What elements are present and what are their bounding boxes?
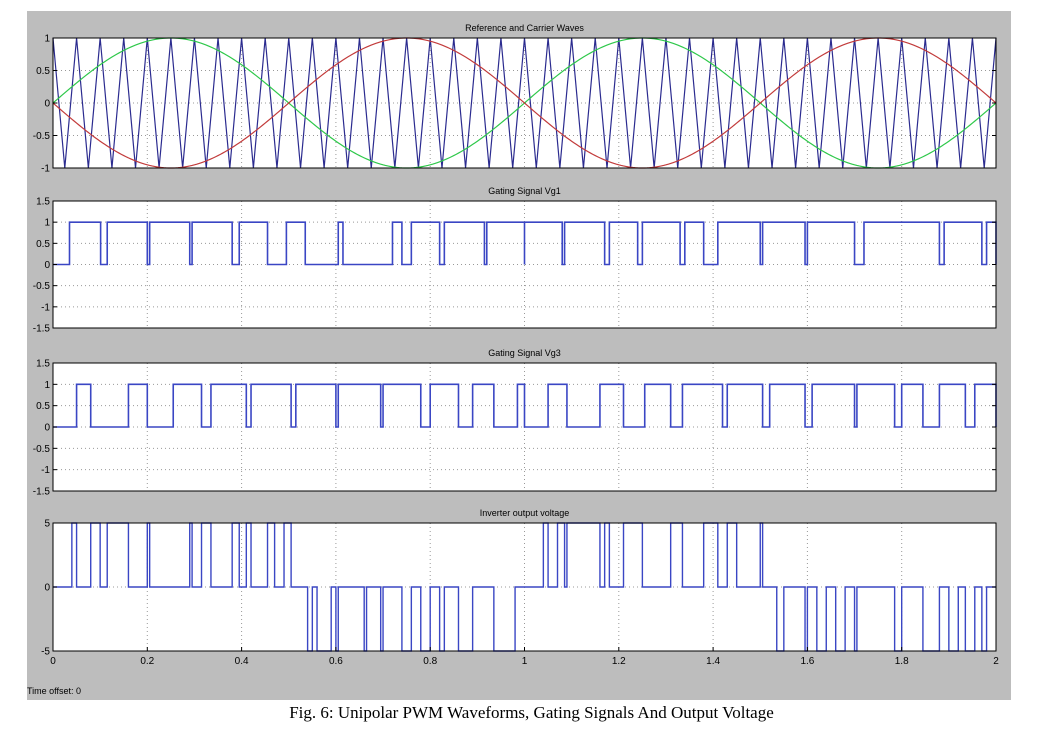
y-tick-label: 0 (44, 260, 50, 271)
x-tick-label: 1.8 (895, 656, 909, 667)
y-tick-label: -1.5 (33, 487, 51, 498)
y-tick-label: 5 (44, 519, 50, 530)
x-tick-label: 1.4 (706, 656, 720, 667)
x-tick-label: 2 (993, 656, 999, 667)
y-tick-label: -0.5 (33, 131, 51, 142)
y-tick-label: -0.5 (33, 281, 51, 292)
y-tick-label: -1.5 (33, 324, 51, 335)
y-tick-label: 1.5 (36, 359, 50, 370)
y-tick-label: 0 (44, 423, 50, 434)
x-tick-label: 1.2 (612, 656, 626, 667)
panel-1: Reference and Carrier Waves 1 0.5 0 -0.5 -1 (33, 23, 997, 175)
panel-title: Gating Signal Vg3 (488, 348, 561, 358)
x-tick-label: 0.8 (423, 656, 437, 667)
figure-caption: Fig. 6: Unipolar PWM Waveforms, Gating S… (289, 703, 774, 722)
y-tick-label: -0.5 (33, 444, 51, 455)
x-tick-label: 0.2 (140, 656, 154, 667)
y-tick-label: 0 (44, 583, 50, 594)
y-tick-label: 0 (44, 99, 50, 110)
reference-wave (52, 37, 997, 169)
y-tick-label: -1 (41, 465, 50, 476)
panel-title: Reference and Carrier Waves (465, 23, 584, 33)
panel-title: Inverter output voltage (480, 508, 570, 518)
panel-title: Gating Signal Vg1 (488, 186, 561, 196)
time-offset-label: Time offset: 0 (27, 686, 82, 696)
gating-signal-line (53, 383, 997, 428)
x-tick-label: 0.6 (329, 656, 343, 667)
y-tick-label: 1 (44, 34, 50, 45)
y-tick-label: 0.5 (36, 66, 50, 77)
panel-2: Gating Signal Vg1 1.5 1 0.5 0 -0.5 -1 -1.5 (33, 186, 997, 335)
x-tick-label: 0.4 (235, 656, 249, 667)
y-tick-label: 1 (44, 218, 50, 229)
y-tick-label: 0.5 (36, 401, 50, 412)
y-tick-label: 1 (44, 380, 50, 391)
gating-signal-line (53, 221, 997, 266)
panel-3: Gating Signal Vg3 1.5 1 0.5 0 -0.5 -1 -1.5 (33, 348, 997, 498)
y-tick-label: -1 (41, 302, 50, 313)
y-tick-label: 1.5 (36, 197, 50, 208)
x-tick-label: 0 (50, 656, 56, 667)
x-tick-label: 1.6 (800, 656, 814, 667)
y-tick-label: -1 (41, 164, 50, 175)
y-tick-label: 0.5 (36, 239, 50, 250)
x-tick-label: 1 (522, 656, 528, 667)
y-tick-label: -5 (41, 647, 50, 658)
